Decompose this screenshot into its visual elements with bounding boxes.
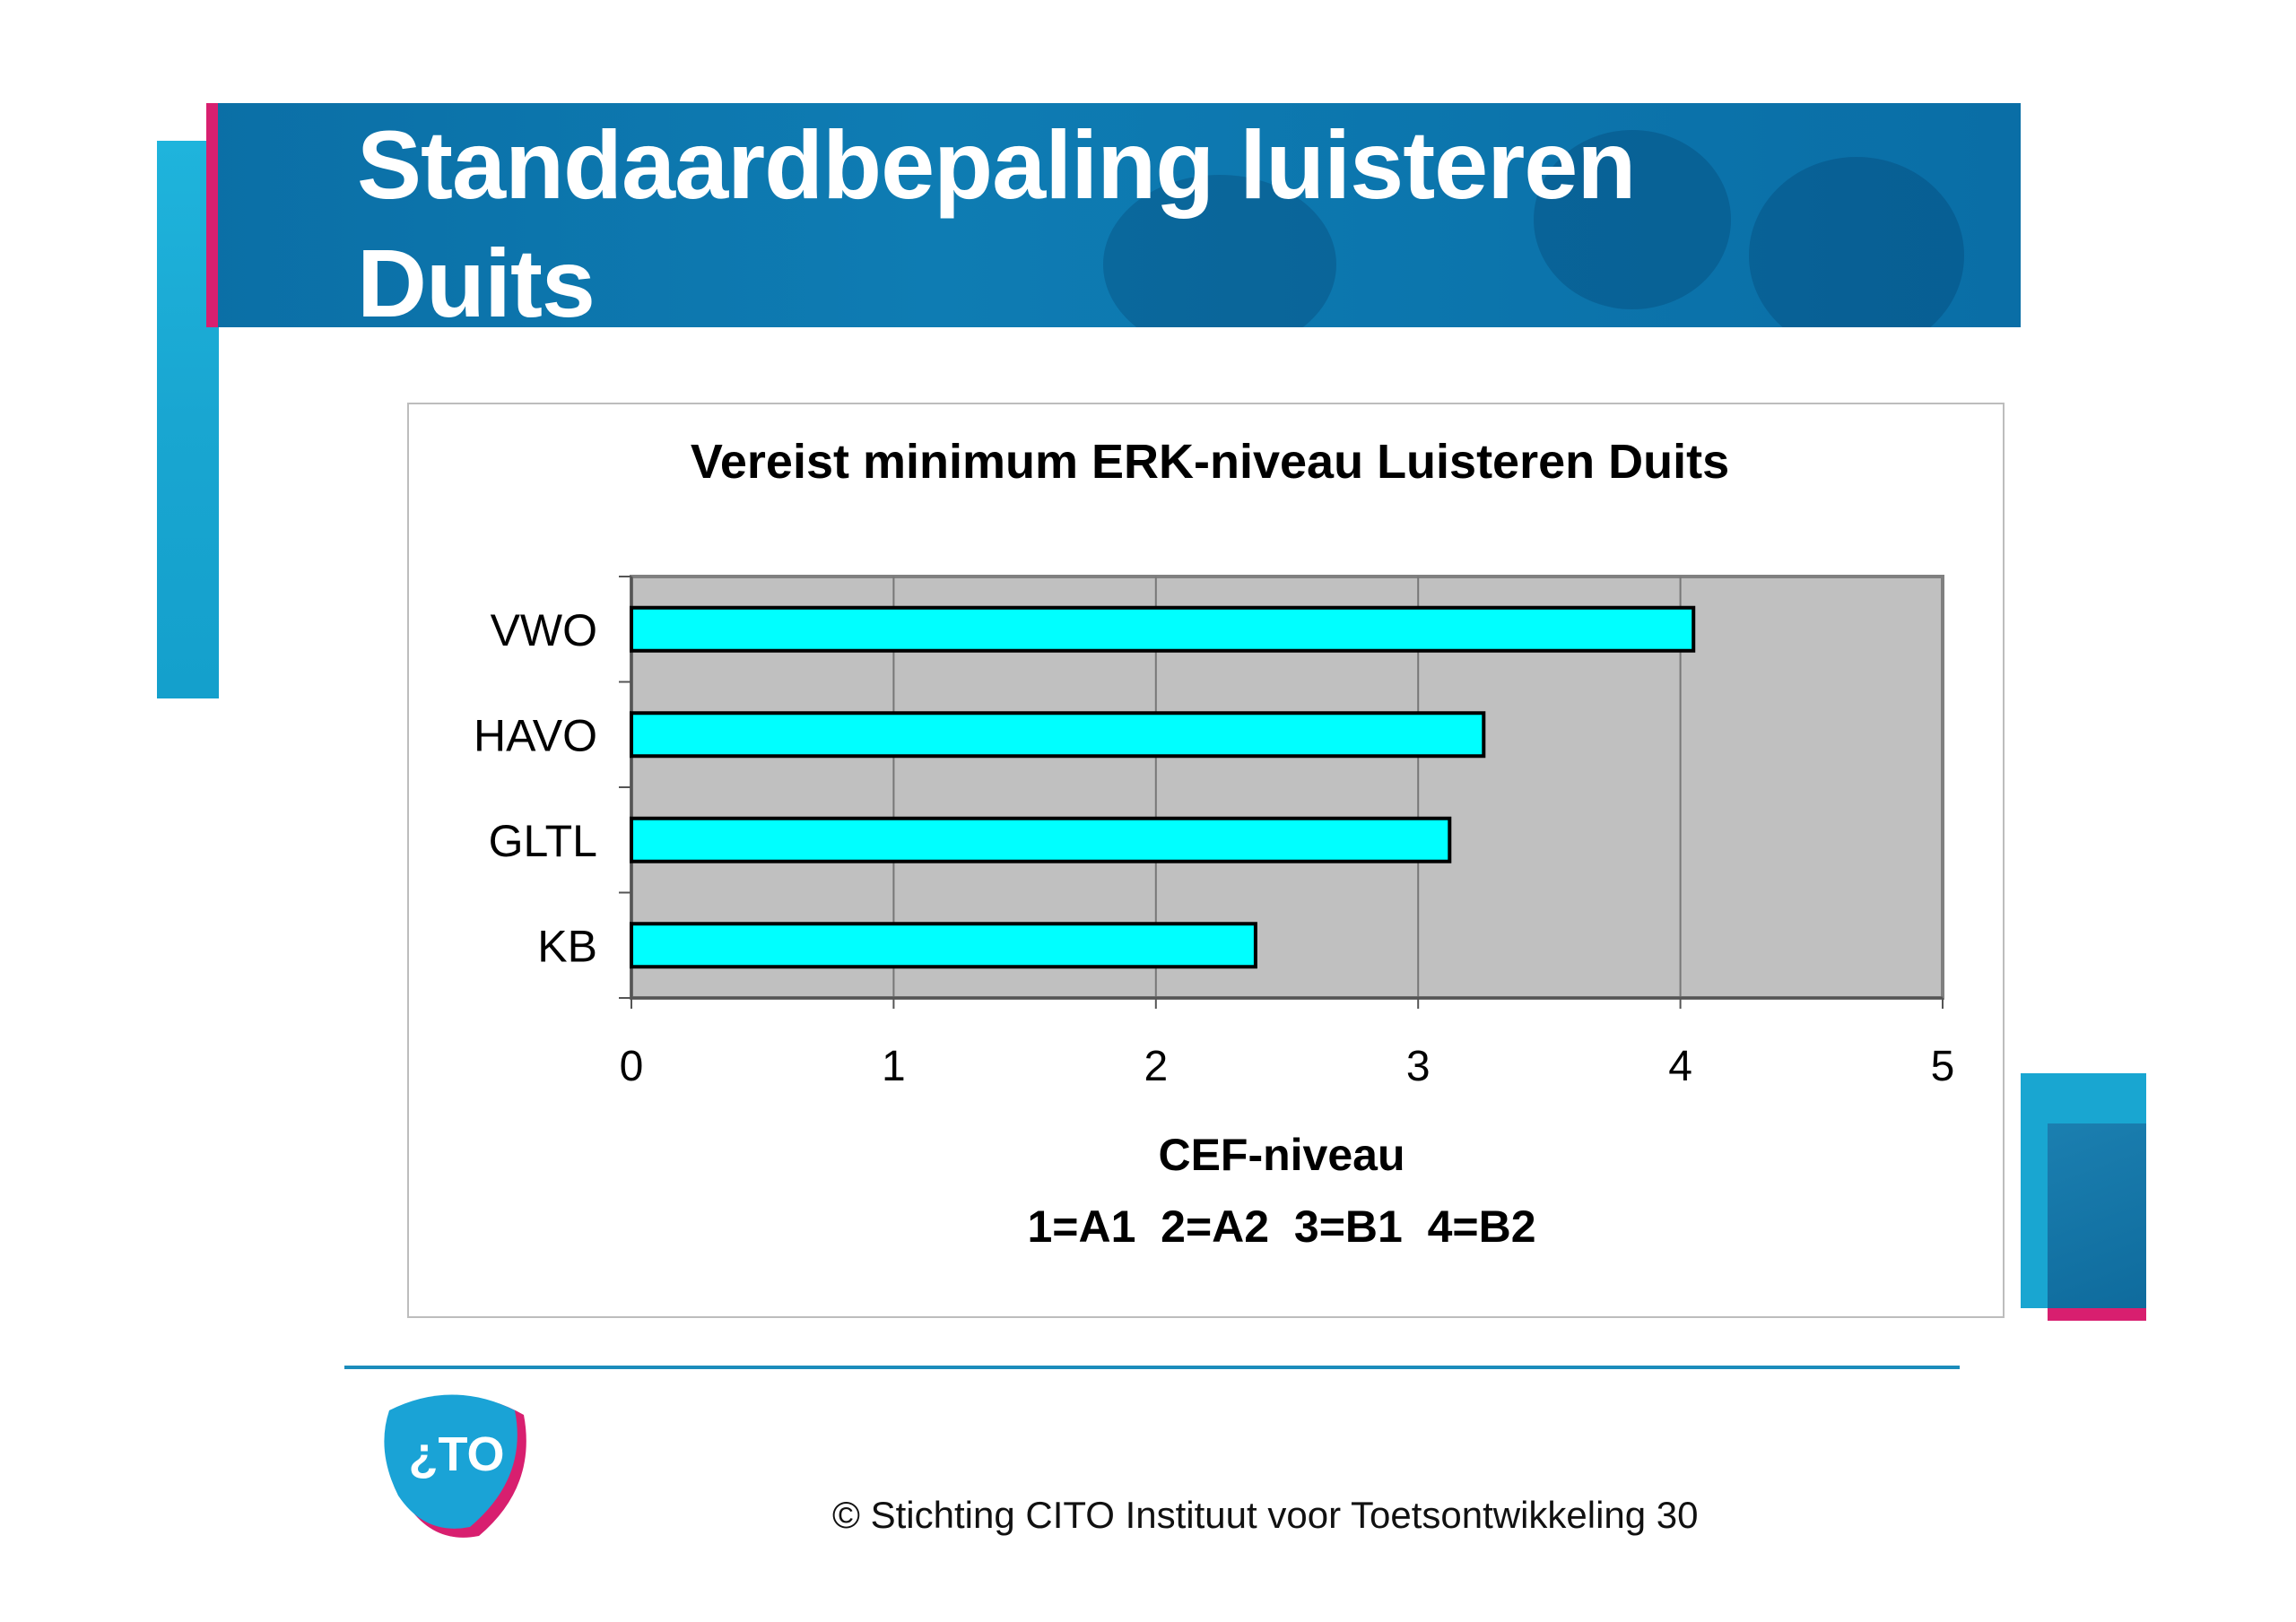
slide-title: Standaardbepaling luisteren Duits xyxy=(357,106,1971,343)
bar-kb xyxy=(630,922,1257,969)
plot-area: 0 1 2 3 4 5 VWO HAVO GLTL KB xyxy=(474,575,1955,1090)
bar-gltl xyxy=(630,816,1452,863)
x-tick-label: 0 xyxy=(620,1043,644,1090)
y-category-label: HAVO xyxy=(474,710,597,760)
chart-frame: Vereist minimum ERK-niveau Luisteren Dui… xyxy=(407,403,2005,1318)
bar-vwo xyxy=(630,605,1696,653)
cito-logo: ¿TO xyxy=(384,1394,526,1538)
slide-title-line2: Duits xyxy=(357,229,596,337)
footer-copyright: © Stichting CITO Instituut voor Toetsont… xyxy=(832,1494,1699,1536)
chart-title: Vereist minimum ERK-niveau Luisteren Dui… xyxy=(691,435,1729,489)
right-decor-accent xyxy=(2048,1308,2146,1321)
bar-chart: Vereist minimum ERK-niveau Luisteren Dui… xyxy=(474,435,1955,1252)
slide-title-line1: Standaardbepaling luisteren xyxy=(357,110,1636,219)
y-category-label: KB xyxy=(537,921,597,971)
footer-rule xyxy=(344,1366,1960,1369)
header-accent xyxy=(206,103,218,327)
x-tick-label: 5 xyxy=(1931,1043,1955,1090)
x-tick-label: 4 xyxy=(1668,1043,1692,1090)
x-axis-label: CEF-niveau xyxy=(1158,1130,1405,1180)
x-tick-label: 1 xyxy=(882,1043,906,1090)
cito-logo-text: ¿TO xyxy=(409,1427,505,1481)
x-tick-label: 2 xyxy=(1144,1043,1168,1090)
x-tick-label: 3 xyxy=(1406,1043,1431,1090)
y-category-label: GLTL xyxy=(489,816,597,866)
x-axis-label-line2: 1=A1 2=A2 3=B1 4=B2 xyxy=(1027,1201,1535,1252)
header-band xyxy=(206,103,2021,327)
y-category-label: VWO xyxy=(491,605,597,655)
right-decor-photo xyxy=(2048,1123,2146,1321)
bar-havo xyxy=(630,711,1486,759)
